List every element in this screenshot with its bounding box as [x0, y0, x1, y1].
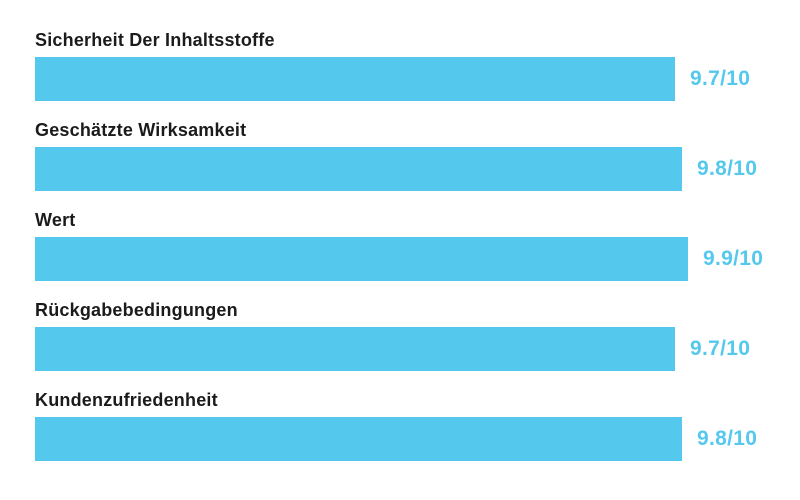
category-label: Sicherheit Der Inhaltsstoffe	[35, 30, 275, 50]
rating-bar	[35, 417, 682, 461]
rating-row: Rückgabebedingungen 9.7/10	[35, 300, 800, 390]
rating-row: Wert 9.9/10	[35, 210, 800, 300]
category-label: Kundenzufriedenheit	[35, 390, 218, 410]
bar-line: 9.9/10	[35, 237, 800, 281]
bar-line: 9.8/10	[35, 147, 800, 191]
bar-line: 9.8/10	[35, 417, 800, 461]
rating-value: 9.9/10	[703, 247, 764, 270]
rating-bar	[35, 327, 675, 371]
rating-row: Sicherheit Der Inhaltsstoffe 9.7/10	[35, 30, 800, 120]
rating-value: 9.7/10	[690, 337, 751, 360]
rating-bar	[35, 57, 675, 101]
rating-bar	[35, 147, 682, 191]
category-label: Geschätzte Wirksamkeit	[35, 120, 247, 140]
category-label: Wert	[35, 210, 76, 230]
bar-line: 9.7/10	[35, 327, 800, 371]
rating-value: 9.8/10	[697, 427, 758, 450]
rating-row: Geschätzte Wirksamkeit 9.8/10	[35, 120, 800, 210]
rating-value: 9.8/10	[697, 157, 758, 180]
rating-value: 9.7/10	[690, 67, 751, 90]
bar-line: 9.7/10	[35, 57, 800, 101]
category-label: Rückgabebedingungen	[35, 300, 238, 320]
ratings-chart-body: Sicherheit Der Inhaltsstoffe 9.7/10 Gesc…	[35, 30, 800, 480]
rating-row: Kundenzufriedenheit 9.8/10	[35, 390, 800, 480]
rating-bar	[35, 237, 688, 281]
